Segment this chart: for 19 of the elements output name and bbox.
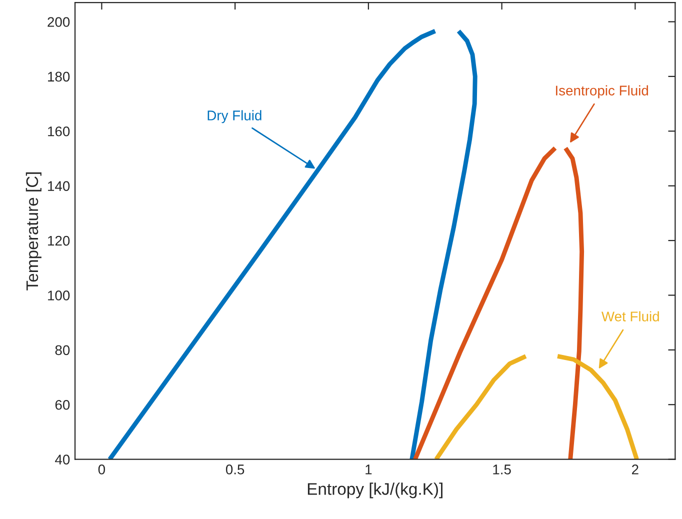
- y-tick-label: 60: [55, 400, 70, 410]
- y-tick-label: 120: [48, 236, 70, 246]
- x-tick-label: 1.5: [493, 464, 511, 474]
- annotation: Isentropic Fluid: [556, 85, 648, 98]
- x-tick-label: 1: [366, 464, 372, 474]
- x-axis-title: Entropy [kJ/(kg.K)]: [308, 482, 442, 498]
- annotation: Wet Fluid: [601, 311, 659, 322]
- y-tick-label: 180: [48, 72, 70, 82]
- y-tick-label: 40: [55, 454, 70, 464]
- y-axis-title: Temperature [C]: [26, 172, 42, 290]
- y-tick-label: 200: [48, 17, 70, 27]
- y-tick-label: 80: [55, 345, 70, 356]
- y-tick-label: 140: [48, 181, 70, 191]
- y-tick-label: 100: [48, 290, 70, 300]
- x-tick-label: 2: [632, 464, 638, 474]
- x-tick-label: 0.5: [226, 464, 244, 474]
- annotation: Dry Fluid: [208, 110, 262, 124]
- y-tick-label: 160: [48, 126, 70, 136]
- x-tick-label: 0: [98, 464, 106, 474]
